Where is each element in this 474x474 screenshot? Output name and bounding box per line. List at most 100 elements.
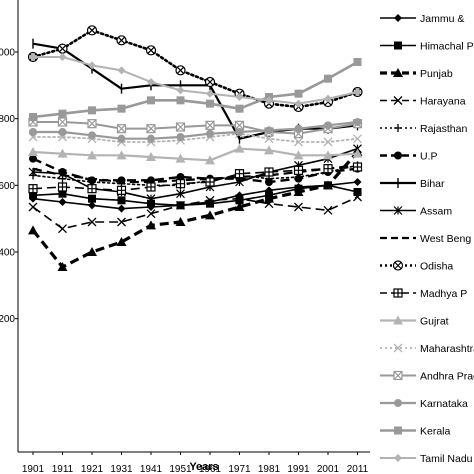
data-point-marker xyxy=(353,58,362,66)
data-point-marker xyxy=(147,78,155,86)
series-line xyxy=(32,147,358,162)
series-line xyxy=(32,196,358,230)
legend-label: Bihar xyxy=(420,178,445,190)
data-point-marker xyxy=(323,205,333,215)
legend-item: Gujrat xyxy=(380,315,449,328)
data-point-marker xyxy=(58,224,67,234)
series-line xyxy=(32,181,358,210)
data-point-marker xyxy=(175,65,186,76)
data-point-marker xyxy=(88,106,96,115)
data-point-marker xyxy=(206,89,214,98)
data-point-marker xyxy=(57,43,68,54)
data-point-marker xyxy=(86,25,98,36)
data-point-marker xyxy=(145,45,157,56)
data-point-marker xyxy=(88,201,96,210)
legend-label: Tamil Nadu xyxy=(420,453,473,465)
data-point-marker xyxy=(393,343,403,353)
data-point-marker xyxy=(205,155,215,165)
legend-item: Punjab xyxy=(380,68,453,80)
legend-item: U.P xyxy=(380,151,438,163)
data-point-marker xyxy=(88,131,96,140)
data-point-marker xyxy=(394,399,402,407)
series-line xyxy=(32,60,359,119)
data-point-marker xyxy=(393,315,403,325)
data-point-marker xyxy=(28,225,38,235)
legend-label: Andhra Pradesh xyxy=(420,371,474,383)
legend-label: Kerala xyxy=(420,426,451,438)
data-point-marker xyxy=(353,188,362,196)
legend-label: Harayana xyxy=(420,96,466,108)
chart-axes xyxy=(15,0,370,455)
data-point-marker xyxy=(205,120,215,130)
data-point-marker xyxy=(234,169,245,179)
legend-label: Karnataka xyxy=(420,398,468,410)
data-point-marker xyxy=(235,93,244,101)
x-tick-label: 1951 xyxy=(169,464,192,474)
data-point-marker xyxy=(57,262,68,271)
data-point-marker xyxy=(175,217,186,226)
series-line xyxy=(33,120,358,140)
legend-item: Madhya P xyxy=(380,288,467,300)
x-axis-title: Years xyxy=(189,461,218,473)
data-point-marker xyxy=(28,147,38,156)
series-line xyxy=(31,29,359,109)
data-point-marker xyxy=(116,237,127,246)
data-point-marker xyxy=(353,134,362,144)
legend-label: Gujrat xyxy=(420,316,449,328)
y-axis-tick-labels: 20040060080010001200 xyxy=(0,48,15,326)
data-point-marker xyxy=(394,454,402,462)
data-point-marker xyxy=(176,133,185,141)
data-point-marker xyxy=(206,99,214,108)
x-tick-label: 1921 xyxy=(81,464,104,474)
data-point-marker xyxy=(87,247,97,256)
series-line xyxy=(32,157,358,184)
legend-item: Tamil Nadu xyxy=(380,453,473,465)
legend-label: Assam xyxy=(420,206,452,218)
data-point-marker xyxy=(293,150,304,160)
legend-label: Punjab xyxy=(420,68,453,80)
legend-item: West Beng xyxy=(380,233,471,245)
data-point-marker xyxy=(393,206,403,215)
series-line xyxy=(32,164,359,187)
data-point-marker xyxy=(393,96,403,105)
data-point-marker xyxy=(175,122,186,132)
data-point-marker xyxy=(146,209,156,219)
data-point-marker xyxy=(116,185,127,195)
data-point-marker xyxy=(146,124,156,134)
series-3 xyxy=(28,192,362,234)
series-10 xyxy=(28,162,363,195)
data-point-marker xyxy=(234,202,245,211)
series-line xyxy=(31,150,359,269)
y-tick-label: 200 xyxy=(0,314,15,325)
data-point-marker xyxy=(265,126,273,135)
data-point-marker xyxy=(58,53,67,61)
data-point-marker xyxy=(353,178,362,186)
x-tick-label: 1941 xyxy=(140,464,163,474)
data-point-marker xyxy=(117,196,126,205)
chart-legend: Jammu & Himachal P Punjab Harayana Rajasthan… xyxy=(380,13,474,465)
data-point-marker xyxy=(176,96,185,105)
legend-label: Rajasthan xyxy=(420,123,467,135)
legend-item: Himachal P xyxy=(380,41,474,53)
data-point-marker xyxy=(58,109,67,118)
data-point-marker xyxy=(87,119,97,129)
data-point-marker xyxy=(323,164,333,174)
data-point-marker xyxy=(146,182,156,192)
data-point-marker xyxy=(205,195,215,205)
data-point-marker xyxy=(394,426,402,435)
data-point-marker xyxy=(393,370,403,381)
data-point-marker xyxy=(394,41,402,50)
data-point-marker xyxy=(28,184,38,194)
legend-label: Jammu & xyxy=(420,13,464,25)
data-point-marker xyxy=(87,150,97,160)
y-tick-label: 1000 xyxy=(0,48,15,59)
data-point-marker xyxy=(394,151,402,160)
data-point-marker xyxy=(58,198,67,206)
data-point-marker xyxy=(206,199,214,208)
data-point-marker xyxy=(293,165,304,175)
legend-item: Rajasthan xyxy=(380,123,467,135)
data-point-marker xyxy=(176,200,185,210)
series-line xyxy=(32,164,358,184)
data-point-marker xyxy=(57,117,68,127)
legend-item: Maharashtra xyxy=(380,343,474,355)
